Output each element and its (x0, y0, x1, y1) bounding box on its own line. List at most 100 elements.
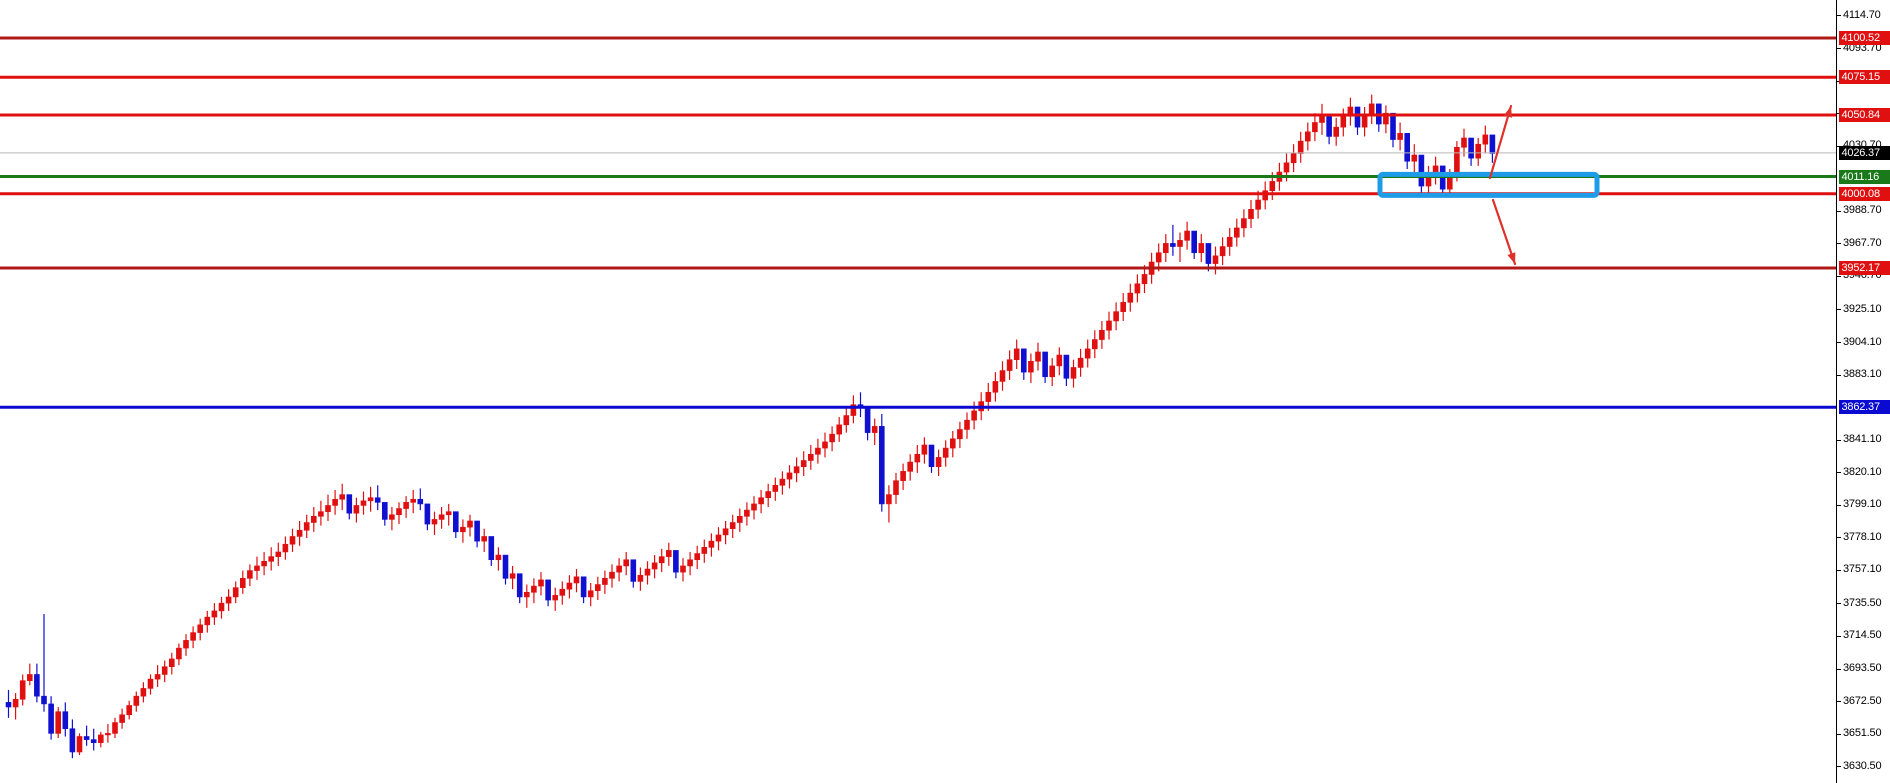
candle-body (736, 516, 743, 523)
axis-tick-label: 3820.10 (1843, 465, 1882, 478)
candle-body (1397, 133, 1403, 140)
candle-body (1290, 153, 1297, 164)
candle-body (211, 610, 218, 618)
candle-body (303, 522, 310, 531)
axis-tick-mark (1837, 374, 1841, 376)
candle-body (176, 647, 182, 660)
axis-tick-label: 3672.50 (1843, 694, 1882, 707)
candle-body (218, 602, 225, 612)
candle-body (1489, 134, 1496, 154)
axis-tick-label: 4114.70 (1843, 8, 1881, 21)
price-tag-4075.15[interactable]: 4075.15 (1838, 70, 1890, 85)
candle-body (495, 554, 502, 561)
price-tag-3952.17[interactable]: 3952.17 (1838, 260, 1890, 275)
candle-body (204, 616, 211, 626)
candle-body (1390, 112, 1396, 140)
down-arrow-shaft (1491, 198, 1517, 266)
candle-body (1127, 292, 1134, 303)
candle-body (1333, 126, 1339, 137)
candle-body (531, 585, 537, 593)
down-arrow[interactable] (1491, 198, 1517, 266)
candle-body (275, 551, 282, 557)
candle-body (914, 453, 921, 463)
candle-body (90, 739, 97, 743)
candle-body (1084, 348, 1091, 359)
price-tag-4026.37[interactable]: 4026.37 (1838, 145, 1890, 160)
candle-body (1191, 230, 1197, 254)
candle-body (1411, 154, 1418, 162)
axis-tick-mark (1837, 733, 1841, 735)
candle-body (779, 478, 786, 486)
candle-body (992, 381, 999, 393)
candle-body (1269, 181, 1276, 192)
candle-body (616, 565, 622, 573)
axis-tick-mark (1837, 243, 1841, 245)
candle-body (1056, 354, 1063, 367)
zone-box-demand-zone[interactable] (1377, 171, 1600, 198)
candle-body (1070, 367, 1077, 379)
price-tag-4011.16[interactable]: 4011.16 (1838, 169, 1890, 184)
candle-body (516, 573, 523, 598)
candle-body (1020, 348, 1027, 373)
candle-body (673, 550, 679, 573)
candle-body (1113, 311, 1119, 322)
candle-body (772, 484, 779, 492)
candle-body (381, 502, 388, 520)
axis-tick-label: 3735.50 (1843, 596, 1882, 609)
candle-body (1326, 115, 1332, 137)
candle-body (843, 415, 850, 426)
candle-body (559, 588, 566, 596)
candle-body (630, 559, 637, 582)
candle-body (1241, 218, 1247, 229)
candle-body (112, 722, 118, 734)
candle-body (339, 494, 346, 500)
chart-canvas[interactable] (0, 0, 1836, 783)
axis-tick-mark (1837, 472, 1841, 474)
candle-body (893, 480, 899, 495)
candle-body (403, 502, 409, 509)
up-arrow[interactable] (1488, 104, 1513, 180)
price-level-lines (0, 36, 1836, 409)
candle-body (502, 554, 509, 579)
chart-plot-area[interactable] (0, 0, 1836, 783)
candle-body (800, 460, 807, 467)
axis-tick-mark (1837, 439, 1841, 441)
candle-body (282, 543, 289, 553)
axis-tick-mark (1837, 635, 1841, 637)
candle-body (5, 702, 12, 708)
candle-body (1340, 115, 1347, 128)
candle-body (1368, 103, 1375, 116)
candle-body (424, 503, 431, 525)
axis-tick-label: 3988.70 (1843, 204, 1882, 217)
price-tag-3862.37[interactable]: 3862.37 (1838, 400, 1890, 415)
candle-body (1312, 122, 1318, 133)
candle-body (98, 734, 104, 743)
price-tag-4100.52[interactable]: 4100.52 (1838, 30, 1890, 45)
axis-tick-mark (1837, 537, 1841, 539)
candle-body (346, 494, 353, 514)
candle-body (1006, 359, 1013, 371)
candle-body (509, 573, 516, 579)
candle-body (694, 553, 701, 561)
candle-body (332, 498, 338, 506)
candle-body (126, 705, 132, 716)
candle-body (225, 596, 232, 604)
candle-body (594, 584, 601, 592)
candle-body (1092, 339, 1098, 350)
candle-body (1447, 176, 1453, 190)
price-tag-4050.84[interactable]: 4050.84 (1838, 107, 1890, 122)
candle-body (1120, 302, 1126, 312)
axis-tick-label: 3883.10 (1843, 368, 1882, 381)
candle-body (353, 505, 360, 514)
candle-body (928, 444, 935, 467)
candle-body (580, 576, 587, 598)
axis-tick-label: 3799.10 (1843, 498, 1882, 511)
candle-body (1234, 227, 1240, 238)
candle-body (417, 498, 424, 505)
candle-body (19, 680, 26, 700)
down-arrow-head (1507, 252, 1516, 264)
candle-body (1418, 154, 1425, 187)
price-tag-4000.08[interactable]: 4000.08 (1838, 186, 1890, 201)
price-axis[interactable]: 4114.704093.704072.704051.704030.703988.… (1836, 0, 1890, 783)
candle-body (1482, 134, 1489, 145)
